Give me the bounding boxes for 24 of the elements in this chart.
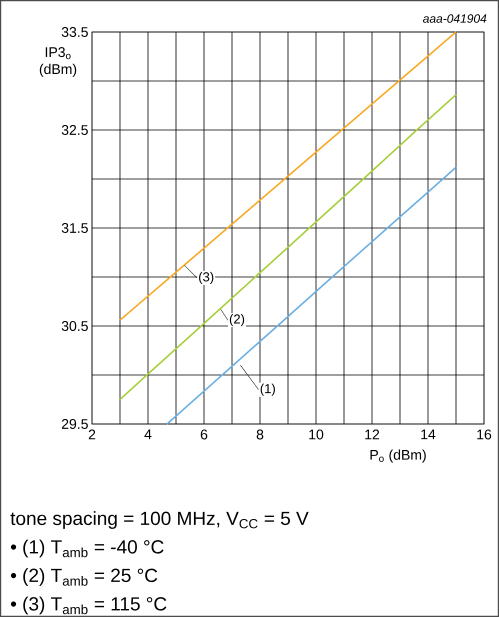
text: • (2) T$_{amb}$ = 25 °C	[10, 568, 158, 586]
y-tick-label: 29.5	[62, 419, 88, 429]
x-tick-label: 8	[256, 430, 264, 440]
x-tick-label: 2	[88, 430, 96, 440]
y-tick-label: 33.5	[62, 27, 88, 37]
x-axis-title: P$_{o}$ (dBm)	[370, 450, 426, 463]
line-series	[166, 166, 457, 425]
y-tick-label: 30.5	[62, 321, 88, 331]
x-tick-label: 10	[309, 430, 324, 440]
text: aaa-041904	[423, 14, 486, 23]
y-tick-label: 32.5	[62, 125, 88, 135]
series-label: (2)	[230, 314, 244, 326]
y-axis-title: IP3$_{o}$ (dBm)	[40, 47, 76, 77]
text: (1)	[260, 384, 275, 396]
text: • (3) T$_{amb}$ = 115 °C	[10, 596, 166, 614]
y-tick-label: 31.5	[62, 223, 88, 233]
series-label: (3)	[199, 272, 214, 284]
x-tick-label: 4	[144, 430, 152, 440]
text: tone spacing = 100 MHz, V$_{CC}$ = 5 V	[10, 511, 309, 529]
x-tick-label: 12	[365, 430, 380, 440]
x-tick-label: 16	[477, 430, 492, 440]
x-tick-label: 6	[200, 430, 208, 440]
x-tick-label: 14	[421, 430, 436, 440]
text: • (1) T$_{amb}$ = -40 °C	[10, 540, 164, 558]
